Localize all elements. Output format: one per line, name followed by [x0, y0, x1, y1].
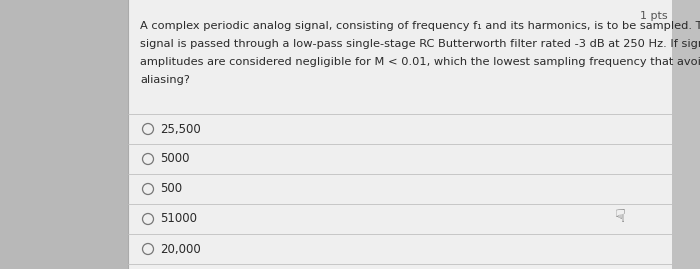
Text: 25,500: 25,500 [160, 122, 201, 136]
Bar [0, 0, 128, 269]
Text: 1 pts: 1 pts [640, 11, 668, 21]
Text: 500: 500 [160, 182, 182, 196]
Text: 5000: 5000 [160, 153, 190, 165]
Text: signal is passed through a low-pass single-stage RC Butterworth filter rated -3 : signal is passed through a low-pass sing… [140, 39, 700, 49]
Text: aliasing?: aliasing? [140, 75, 190, 85]
Text: 51000: 51000 [160, 213, 197, 225]
Bar [672, 0, 700, 269]
Text: ☟: ☟ [615, 208, 626, 226]
Text: amplitudes are considered negligible for M < 0.01, which the lowest sampling fre: amplitudes are considered negligible for… [140, 57, 700, 67]
Bar [128, 0, 700, 269]
Text: A complex periodic analog signal, consisting of frequency f₁ and its harmonics, : A complex periodic analog signal, consis… [140, 21, 700, 31]
Text: 20,000: 20,000 [160, 242, 201, 256]
